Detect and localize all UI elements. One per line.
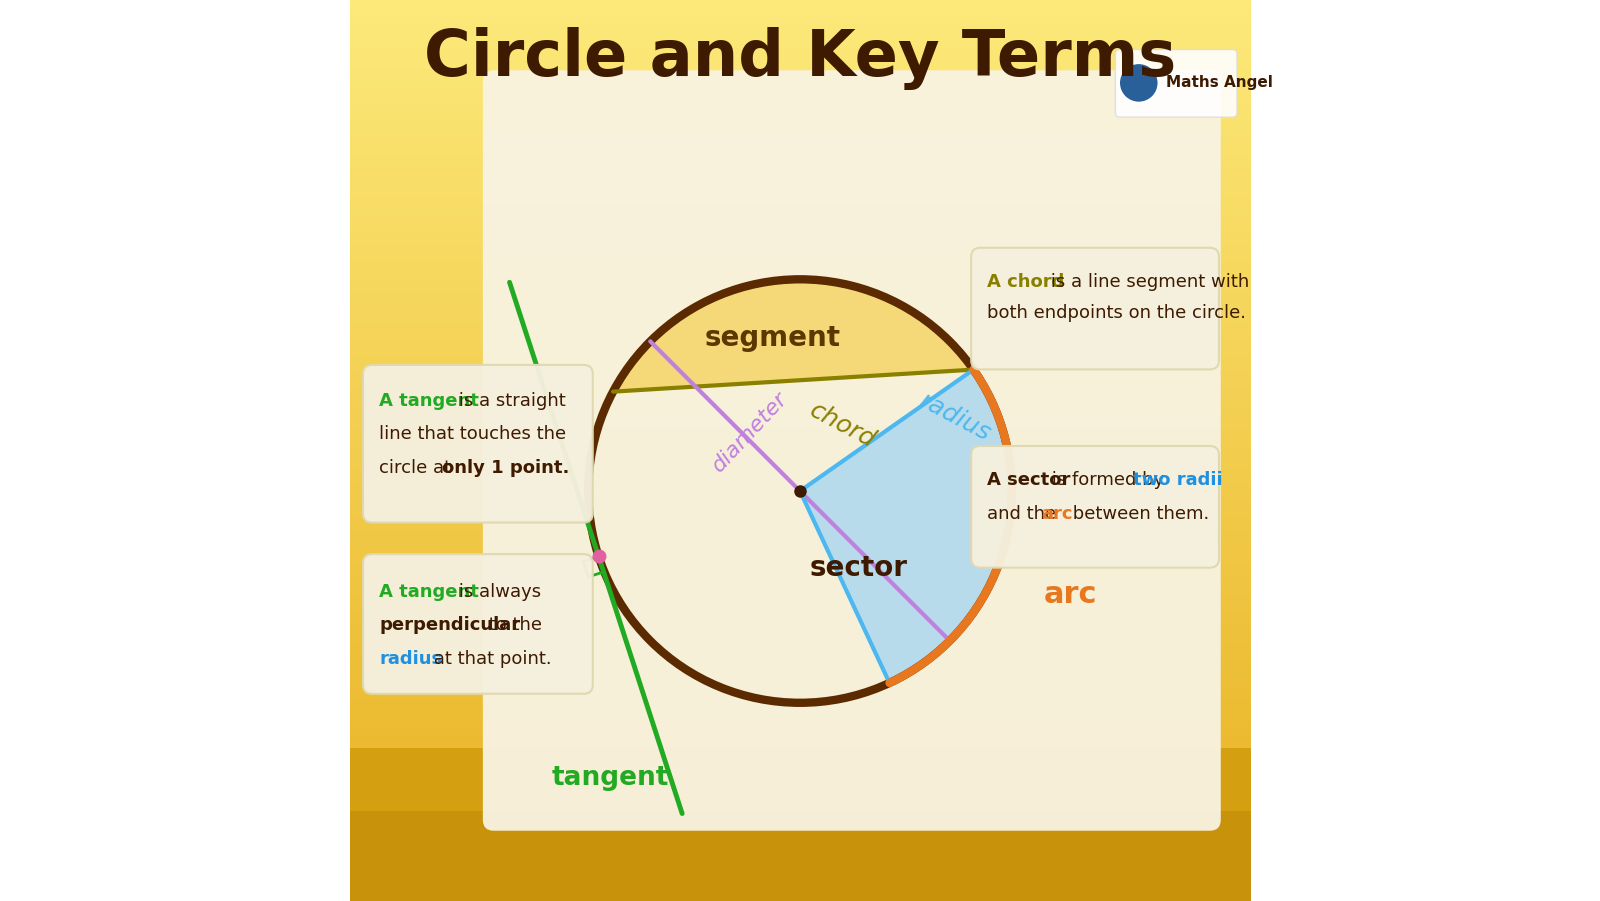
Text: at that point.: at that point.	[427, 650, 552, 668]
Text: only 1 point.: only 1 point.	[442, 459, 570, 477]
Text: to the: to the	[483, 616, 542, 634]
Text: both endpoints on the circle.: both endpoints on the circle.	[987, 304, 1246, 322]
Polygon shape	[800, 369, 1011, 683]
Text: arc: arc	[1042, 505, 1074, 523]
Text: radius: radius	[915, 388, 994, 446]
Text: is a straight: is a straight	[453, 392, 566, 410]
Text: diameter: diameter	[709, 388, 792, 477]
FancyBboxPatch shape	[363, 365, 592, 523]
Text: two radii: two radii	[1133, 471, 1222, 489]
FancyBboxPatch shape	[363, 554, 592, 694]
Circle shape	[1118, 63, 1158, 103]
Text: Maths Angel: Maths Angel	[1166, 76, 1272, 90]
Text: A tangent: A tangent	[379, 583, 478, 601]
Text: A sector: A sector	[987, 471, 1070, 489]
Text: A tangent: A tangent	[379, 392, 478, 410]
Text: is a line segment with: is a line segment with	[1045, 273, 1250, 291]
FancyBboxPatch shape	[1115, 50, 1237, 117]
FancyBboxPatch shape	[483, 70, 1221, 831]
Text: segment: segment	[706, 323, 842, 352]
Text: tangent: tangent	[552, 765, 669, 790]
Text: is formed by: is formed by	[1046, 471, 1170, 489]
FancyBboxPatch shape	[971, 446, 1219, 568]
Text: is always: is always	[453, 583, 541, 601]
Text: and the: and the	[987, 505, 1062, 523]
Text: radius: radius	[379, 650, 442, 668]
Polygon shape	[613, 279, 973, 392]
Text: A chord: A chord	[987, 273, 1064, 291]
Text: between them.: between them.	[1067, 505, 1210, 523]
Text: perpendicular: perpendicular	[379, 616, 520, 634]
FancyBboxPatch shape	[971, 248, 1219, 369]
Text: circle at: circle at	[379, 459, 458, 477]
Text: sector: sector	[810, 553, 907, 582]
Text: line that touches the: line that touches the	[379, 425, 566, 443]
Text: chord: chord	[806, 398, 880, 453]
Text: arc: arc	[1043, 580, 1098, 609]
Text: Circle and Key Terms: Circle and Key Terms	[424, 27, 1176, 90]
